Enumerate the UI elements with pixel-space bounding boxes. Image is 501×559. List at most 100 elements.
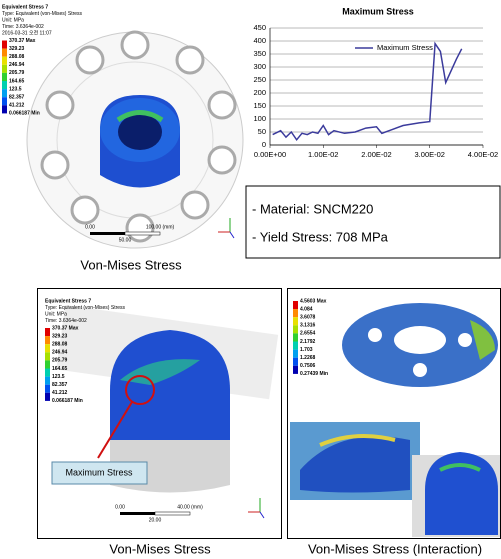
legend-line: Time: 3.6364e-002 xyxy=(2,24,44,30)
legend-level: 329.23 xyxy=(9,46,25,52)
color-band xyxy=(293,350,298,358)
scale-label: 50.00 xyxy=(119,237,132,243)
color-band xyxy=(293,366,298,374)
y-tick-label: 300 xyxy=(253,62,266,71)
color-band xyxy=(45,352,50,360)
x-tick-label: 3.00E-02 xyxy=(415,150,445,159)
legend-level: 41.212 xyxy=(52,390,68,396)
scale-label: 0.00 xyxy=(115,504,125,510)
line-chart: Maximum Stress 0501001502002503003504004… xyxy=(253,6,498,159)
data-line xyxy=(273,44,462,140)
y-tick-label: 150 xyxy=(253,101,266,110)
legend-label: Maximum Stress xyxy=(377,43,433,52)
scale-label: 40.00 (mm) xyxy=(177,504,203,510)
legend-line: Type: Equivalent (von-Mises) Stress xyxy=(45,305,126,311)
info-line: - Yield Stress: 708 MPa xyxy=(252,229,389,244)
color-band xyxy=(45,369,50,377)
legend-level: 370.37 Max xyxy=(52,325,79,331)
legend-level: 2.1792 xyxy=(300,339,316,345)
legend-level: 0.7506 xyxy=(300,363,316,369)
scale-label: 0.00 xyxy=(85,224,95,230)
callout: Maximum Stress xyxy=(65,467,133,477)
legend-level: 2.6554 xyxy=(300,331,316,337)
color-band xyxy=(293,342,298,350)
legend-level: 205.79 xyxy=(52,358,68,364)
legend-level: 82.357 xyxy=(52,382,68,388)
legend-level: 0.066187 Min xyxy=(52,398,83,404)
legend-level: 246.94 xyxy=(9,62,25,68)
legend-level: 123.5 xyxy=(9,86,22,92)
color-band xyxy=(2,105,7,113)
legend-level: 3.6078 xyxy=(300,315,316,321)
color-band xyxy=(45,385,50,393)
scale-label: 100.00 (mm) xyxy=(146,224,175,230)
color-band xyxy=(293,358,298,366)
color-band xyxy=(45,336,50,344)
legend-level: 164.65 xyxy=(9,78,25,84)
legend-level: 3.1316 xyxy=(300,323,316,329)
color-band xyxy=(45,344,50,352)
x-tick-label: 0.00E+00 xyxy=(254,150,286,159)
y-tick-label: 350 xyxy=(253,49,266,58)
legend-level: 329.23 xyxy=(52,333,68,339)
figure: Von-Mises Stress Maximum Stress 05010015… xyxy=(0,0,501,559)
legend-level: 288.08 xyxy=(9,54,25,60)
info-box xyxy=(246,186,500,258)
legend-level: 246.94 xyxy=(52,350,68,356)
y-tick-label: 250 xyxy=(253,75,266,84)
color-band xyxy=(293,333,298,341)
legend-level: 4.084 xyxy=(300,306,313,312)
x-tick-label: 2.00E-02 xyxy=(361,150,391,159)
legend-level: 82.357 xyxy=(9,95,25,101)
legend-level: 123.5 xyxy=(52,374,65,380)
legend-line: Unit: MPa xyxy=(45,311,67,317)
color-band xyxy=(293,301,298,309)
color-band xyxy=(2,41,7,49)
legend-level: 0.27439 Min xyxy=(300,371,328,377)
axis-triad xyxy=(230,232,234,238)
legend-level: 164.65 xyxy=(52,366,68,372)
color-band xyxy=(2,49,7,57)
x-tick-label: 1.00E-02 xyxy=(308,150,338,159)
y-tick-label: 50 xyxy=(258,127,266,136)
y-tick-label: 400 xyxy=(253,36,266,45)
color-band xyxy=(45,360,50,368)
scale-label: 20.00 xyxy=(149,517,162,523)
color-band xyxy=(2,81,7,89)
legend-level: 4.5603 Max xyxy=(300,298,327,304)
legend-line: 2016-03-31 오전 11:07 xyxy=(2,29,52,36)
info-line: - Material: SNCM220 xyxy=(252,201,373,216)
legend-level: 1.2268 xyxy=(300,355,316,361)
color-band xyxy=(2,89,7,97)
legend-line: Equivalent Stress 7 xyxy=(45,298,91,304)
color-band xyxy=(45,393,50,401)
color-band xyxy=(45,328,50,336)
color-band xyxy=(2,97,7,105)
scale-bar xyxy=(155,512,190,515)
flange-model xyxy=(27,32,243,248)
color-band xyxy=(2,65,7,73)
legend-level: 41.212 xyxy=(9,103,25,109)
legend-level: 205.79 xyxy=(9,70,25,76)
legend-line: Unit: MPa xyxy=(2,17,24,23)
caption: Von-Mises Stress xyxy=(109,541,211,556)
page: Von-Mises Stress Maximum Stress 05010015… xyxy=(0,0,501,559)
chart-title: Maximum Stress xyxy=(342,6,414,16)
color-band xyxy=(45,377,50,385)
color-band xyxy=(293,325,298,333)
legend-level: 288.08 xyxy=(52,342,68,348)
y-tick-label: 0 xyxy=(262,140,266,149)
legend-line: Time: 3.6364e-002 xyxy=(45,318,87,324)
legend-level: 0.066187 Min xyxy=(9,111,40,117)
color-band xyxy=(2,57,7,65)
legend-line: Type: Equivalent (von-Mises) Stress xyxy=(2,11,83,17)
color-band xyxy=(2,73,7,81)
scale-bar xyxy=(120,512,155,515)
color-band xyxy=(293,309,298,317)
x-tick-label: 4.00E-02 xyxy=(468,150,498,159)
legend-level: 1.703 xyxy=(300,347,313,353)
scale-bar xyxy=(125,232,160,235)
y-tick-label: 450 xyxy=(253,23,266,32)
color-band xyxy=(293,317,298,325)
y-tick-label: 200 xyxy=(253,88,266,97)
